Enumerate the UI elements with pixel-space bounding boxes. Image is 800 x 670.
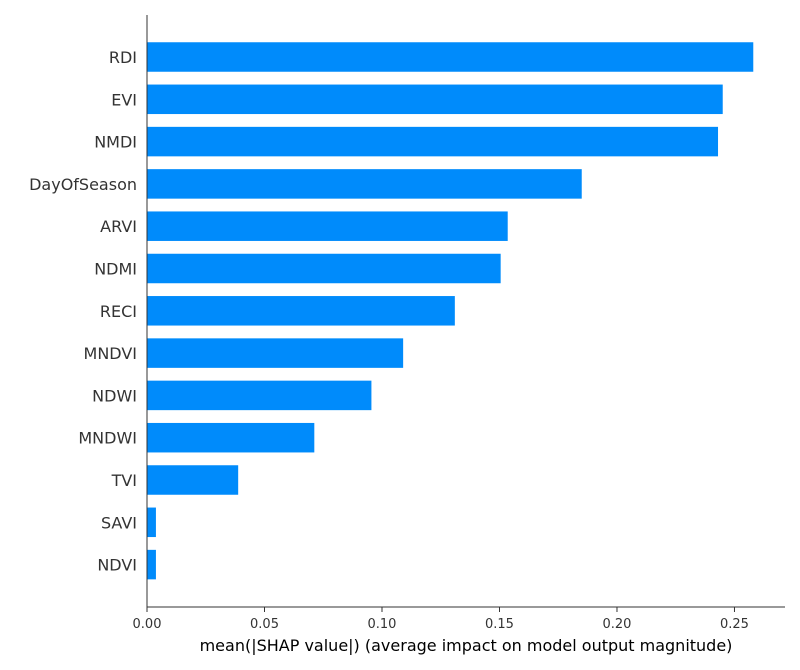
bar-ndvi bbox=[147, 549, 156, 580]
bar-evi bbox=[147, 84, 723, 115]
category-label: RDI bbox=[109, 48, 137, 67]
bars-group bbox=[147, 42, 754, 580]
category-label: NMDI bbox=[94, 133, 137, 152]
bar-ndmi bbox=[147, 253, 501, 284]
bar-savi bbox=[147, 507, 156, 538]
category-label: DayOfSeason bbox=[29, 175, 137, 194]
x-tick-label: 0.10 bbox=[368, 617, 397, 632]
category-label: RECI bbox=[100, 302, 137, 321]
category-label: EVI bbox=[111, 90, 137, 109]
category-label: ARVI bbox=[100, 217, 137, 236]
bar-mndvi bbox=[147, 338, 404, 368]
x-tick-label: 0.25 bbox=[720, 617, 749, 632]
bar-ndwi bbox=[147, 380, 372, 411]
x-tick-label: 0.00 bbox=[133, 617, 162, 632]
x-axis-title: mean(|SHAP value|) (average impact on mo… bbox=[200, 636, 733, 655]
category-label: MNDWI bbox=[78, 429, 137, 448]
bar-reci bbox=[147, 296, 455, 326]
bar-mndwi bbox=[147, 422, 315, 453]
category-label: NDMI bbox=[94, 260, 137, 279]
category-label: NDVI bbox=[97, 556, 137, 575]
x-tick-label: 0.15 bbox=[485, 617, 514, 632]
bar-tvi bbox=[147, 465, 239, 495]
x-ticks-group: 0.00 0.05 0.10 0.15 0.20 0.25 bbox=[133, 607, 749, 632]
bar-nmdi bbox=[147, 126, 719, 157]
x-tick-label: 0.05 bbox=[250, 617, 279, 632]
x-tick-label: 0.20 bbox=[603, 617, 632, 632]
bar-arvi bbox=[147, 211, 508, 241]
bar-rdi bbox=[147, 42, 754, 72]
category-label: NDWI bbox=[92, 386, 137, 405]
category-label: TVI bbox=[111, 471, 137, 490]
category-label: MNDVI bbox=[84, 344, 137, 363]
bar-dayofseason bbox=[147, 169, 582, 199]
category-labels-group: RDI EVI NMDI DayOfSeason ARVI NDMI RECI MNDVI ND… bbox=[29, 48, 137, 575]
category-label: SAVI bbox=[101, 513, 137, 532]
